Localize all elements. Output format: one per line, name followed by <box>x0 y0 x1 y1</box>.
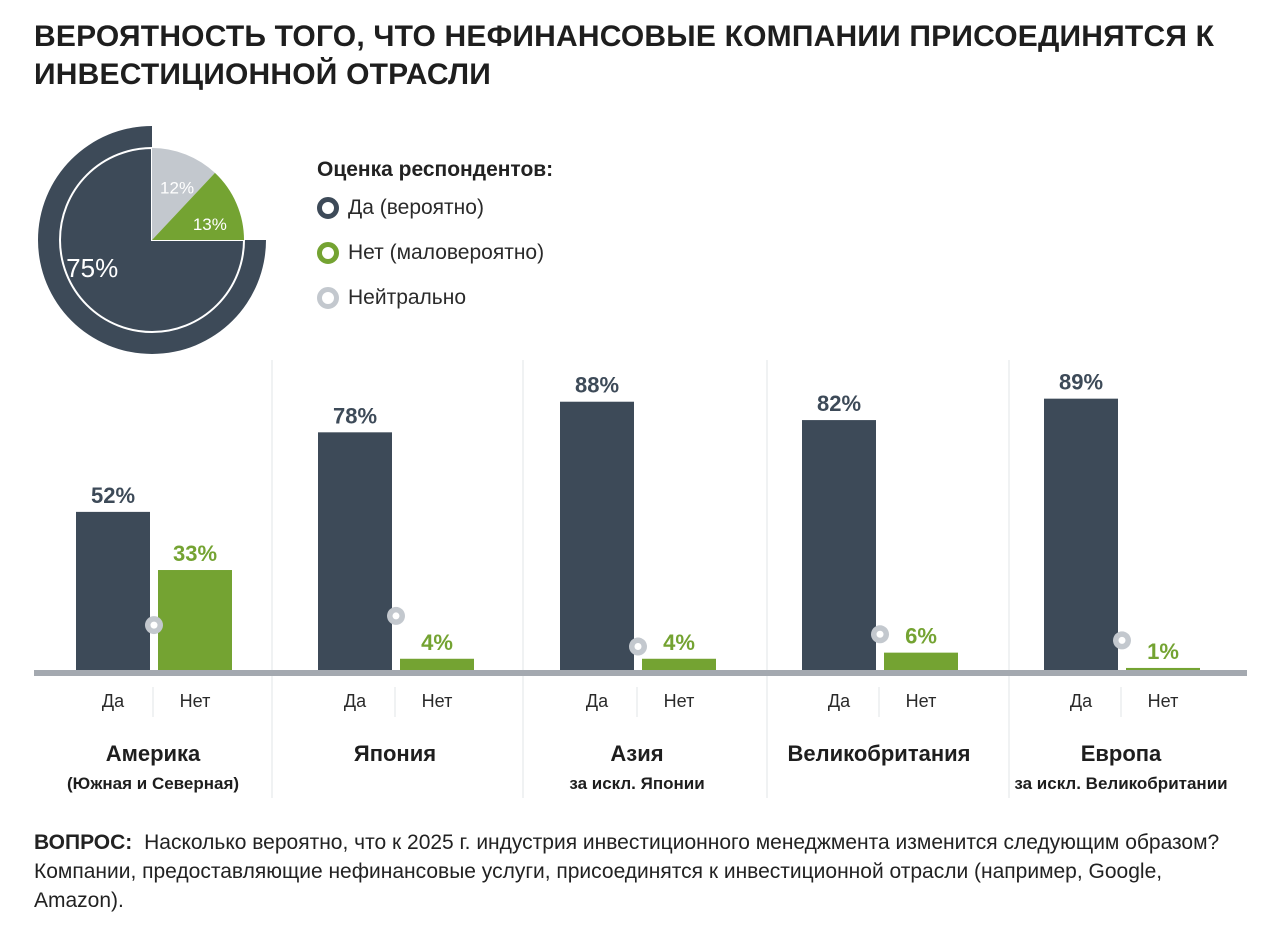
neutral-marker-center <box>1118 636 1126 644</box>
group-subtitle: (Южная и Северная) <box>67 774 239 793</box>
legend-neutral-dot-icon <box>317 286 339 309</box>
bar-yes <box>318 432 392 671</box>
neutral-marker-center <box>150 621 158 629</box>
bar-no <box>1126 667 1200 671</box>
bar-yes <box>1044 398 1118 671</box>
x-label-no: Нет <box>422 691 453 711</box>
legend-yes-dot-icon <box>317 196 339 219</box>
bar-chart: 52% 33% Да Нет Америка (Южная и Северная) 78% 4… <box>34 360 1247 798</box>
bar-yes <box>802 420 876 671</box>
x-label-no: Нет <box>180 691 211 711</box>
bar-no <box>158 570 232 671</box>
pie-chart: 75% 12% 13% <box>38 126 266 354</box>
bar-yes <box>560 401 634 671</box>
bar-no-value: 4% <box>421 630 453 655</box>
legend-item-no: Нет (маловероятно) <box>317 241 553 264</box>
legend: Оценка респондентов: Да (вероятно) Нет (… <box>317 158 553 331</box>
pie-label-yes: 75% <box>66 253 118 283</box>
bar-yes <box>76 511 150 671</box>
legend-item-yes: Да (вероятно) <box>317 196 553 219</box>
pie-label-no: 13% <box>193 215 227 234</box>
bar-yes-value: 82% <box>817 391 861 416</box>
neutral-marker-center <box>392 612 400 620</box>
x-label-no: Нет <box>906 691 937 711</box>
bar-no <box>642 658 716 671</box>
x-label-yes: Да <box>344 691 367 711</box>
pie-slice-neutral <box>152 148 215 240</box>
bar-no <box>400 658 474 671</box>
legend-item-neutral: Нейтрально <box>317 286 553 309</box>
bar-no-value: 4% <box>663 630 695 655</box>
bar-yes-value: 88% <box>575 373 619 398</box>
bar-no <box>884 652 958 671</box>
chart-title: ВЕРОЯТНОСТЬ ТОГО, ЧТО НЕФИНАНСОВЫЕ КОМПА… <box>34 20 1215 91</box>
bar-no-value: 1% <box>1147 639 1179 664</box>
group-name: Великобритания <box>788 741 971 766</box>
pie-inner-ring <box>59 146 246 333</box>
x-label-yes: Да <box>586 691 609 711</box>
question-label: ВОПРОС: <box>34 831 133 854</box>
neutral-marker-center <box>634 643 642 651</box>
x-label-no: Нет <box>664 691 695 711</box>
bar-yes-value: 52% <box>91 483 135 508</box>
bar-no-value: 6% <box>905 624 937 649</box>
bar-yes-value: 78% <box>333 403 377 428</box>
x-label-no: Нет <box>1148 691 1179 711</box>
baseline-axis <box>34 670 1247 676</box>
question-body: Насколько вероятно, что к 2025 г. индуст… <box>34 831 1220 912</box>
pie-label-neutral: 12% <box>160 179 194 198</box>
group-subtitle: за искл. Великобритании <box>1014 774 1227 793</box>
pie-slice-no <box>152 172 244 240</box>
group-name: Европа <box>1081 741 1162 766</box>
legend-title: Оценка респондентов: <box>317 158 554 181</box>
group-subtitle: за искл. Японии <box>569 774 704 793</box>
legend-neutral-label: Нейтрально <box>348 285 467 309</box>
bar-yes-value: 89% <box>1059 370 1103 395</box>
legend-no-label: Нет (маловероятно) <box>348 240 545 264</box>
group-name: Азия <box>610 741 663 766</box>
question-text: ВОПРОС: Насколько вероятно, что к 2025 г… <box>34 828 1249 915</box>
bar-no-value: 33% <box>173 541 217 566</box>
x-label-yes: Да <box>828 691 851 711</box>
legend-no-dot-icon <box>317 241 339 264</box>
legend-yes-label: Да (вероятно) <box>348 195 484 219</box>
neutral-marker-center <box>876 630 884 638</box>
x-label-yes: Да <box>102 691 125 711</box>
group-name: Япония <box>354 741 436 766</box>
group-name: Америка <box>106 741 201 766</box>
x-label-yes: Да <box>1070 691 1093 711</box>
